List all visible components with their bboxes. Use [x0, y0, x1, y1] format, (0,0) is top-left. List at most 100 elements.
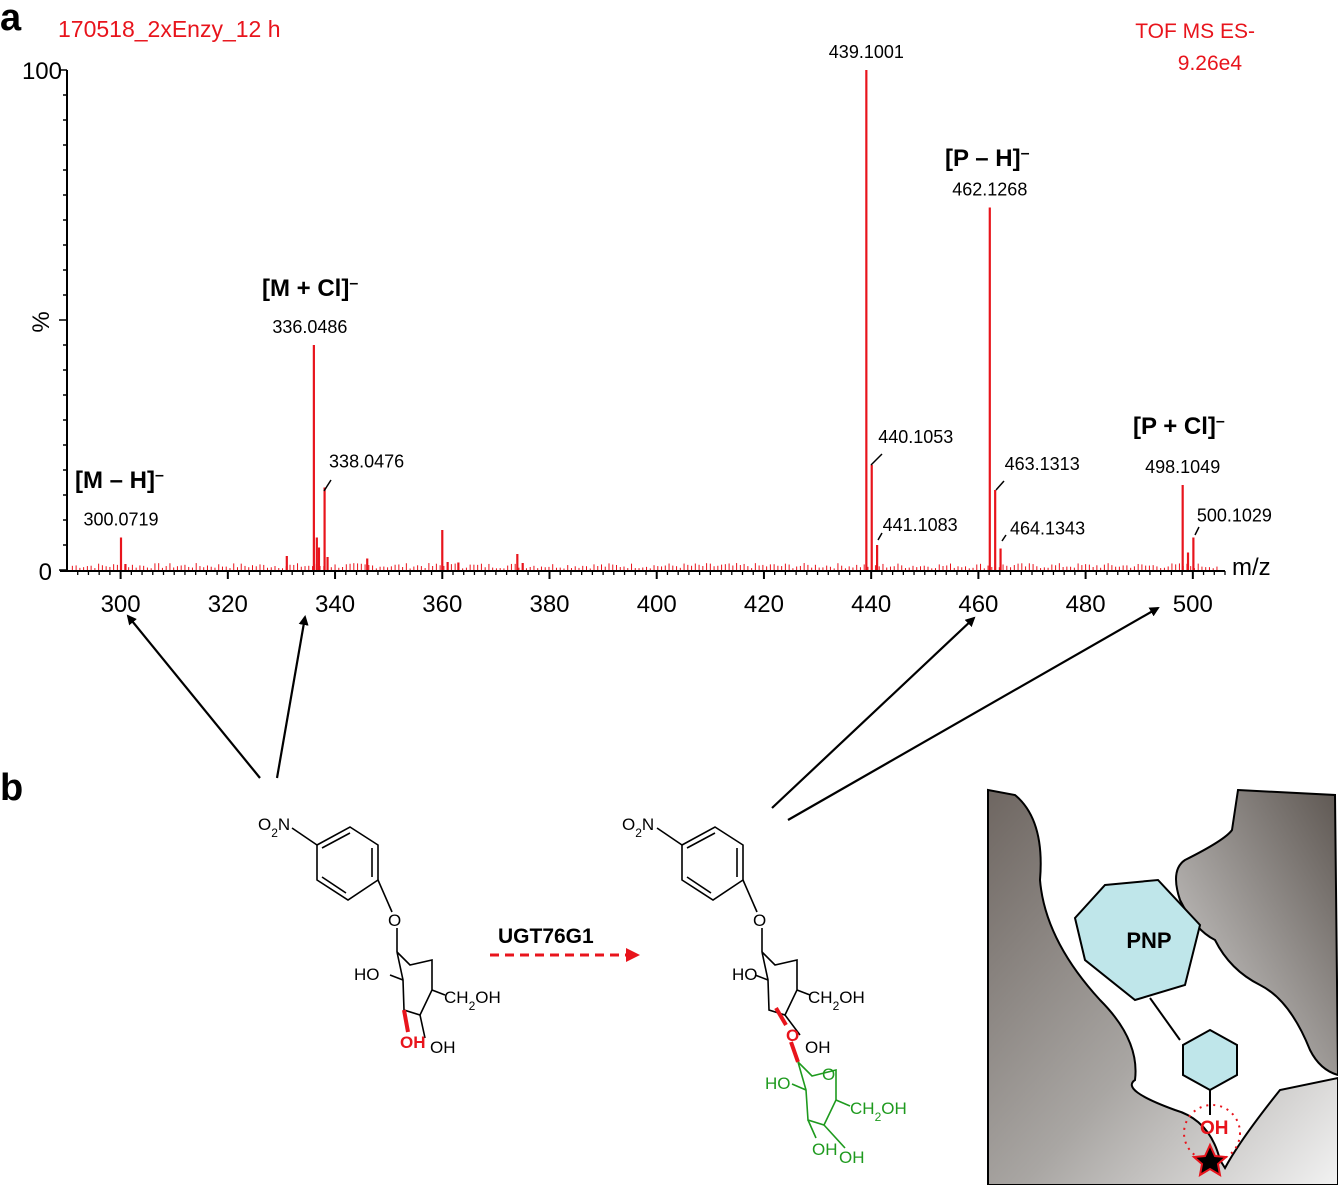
- mapping-arrows: [126, 607, 1160, 821]
- product-structure: [656, 826, 811, 1063]
- x-tick-label: 400: [637, 591, 677, 618]
- peak-label: 440.1053: [878, 427, 953, 447]
- substrate-sugar-ring: [396, 951, 433, 1016]
- product-benzene: [681, 826, 744, 901]
- leader-463: [995, 480, 1005, 491]
- glucose-ch2oh-label: CH2OH: [850, 1099, 907, 1124]
- peak-label: 498.1049: [1145, 457, 1220, 477]
- glucose-structure: [791, 1061, 851, 1149]
- sample-title: 170518_2xEnzy_12 h: [58, 16, 281, 42]
- substrate-double-bond: [321, 832, 351, 849]
- glucose-oh2-label: OH: [839, 1148, 865, 1167]
- glucose-oh1-bond: [807, 1119, 817, 1139]
- leader-441: [877, 532, 883, 541]
- product-ho-bond: [754, 974, 769, 981]
- product-oh-label: OH: [805, 1038, 831, 1057]
- glucose-o-label: O: [822, 1065, 835, 1084]
- product-oh-bond: [784, 1014, 801, 1036]
- substrate-ch2oh-bond: [431, 989, 446, 996]
- product-ch2oh-label: CH2OH: [808, 988, 865, 1013]
- x-tick-label: 300: [101, 591, 141, 618]
- y-axis-label: %: [28, 311, 55, 332]
- arrow-to-300: [126, 614, 261, 779]
- peak-label: 300.0719: [83, 510, 158, 530]
- peak-label: 500.1029: [1197, 506, 1272, 526]
- arrow-to-336: [275, 615, 309, 779]
- substrate-oh-red-label: OH: [400, 1033, 426, 1052]
- substrate-double-bond: [321, 876, 347, 894]
- x-tick-label: 500: [1173, 591, 1213, 618]
- pocket-oh-label: OH: [1200, 1118, 1229, 1139]
- substrate-ho-label: HO: [354, 965, 380, 984]
- label-leaders: [323, 453, 1200, 542]
- x-tick-label: 460: [958, 591, 998, 618]
- star-icon: [1191, 1142, 1229, 1177]
- x-tick-label: 360: [422, 591, 462, 618]
- arrow-to-462: [771, 616, 976, 809]
- substrate-no2-bond: [291, 827, 318, 846]
- x-tick-label: 420: [744, 591, 784, 618]
- chart-axes: 300 320 340 360 380 400 420 440 460 480 500: [59, 69, 1226, 618]
- enzyme-label: UGT76G1: [498, 925, 594, 948]
- x-tick-label: 440: [851, 591, 891, 618]
- product-double-bond: [686, 876, 712, 894]
- y-tick-100: 100: [22, 58, 62, 85]
- product-no2-label: O2N: [622, 815, 654, 840]
- substrate-ch2oh-label: CH2OH: [444, 988, 501, 1013]
- binding-pocket: [987, 788, 1338, 1185]
- leader-500: [1194, 526, 1200, 536]
- x-tick-label: 320: [208, 591, 248, 618]
- substrate-benzene: [316, 826, 379, 901]
- substrate-o-label: O: [388, 911, 401, 930]
- pnp-ligand: [1073, 878, 1202, 1002]
- x-tick-label: 480: [1066, 591, 1106, 618]
- pocket-wall-left: [987, 788, 1338, 1185]
- product-o-bond: [742, 879, 758, 913]
- x-ticks: 300 320 340 360 380 400 420 440 460 480 500: [77, 571, 1226, 618]
- product-ch2oh-bond: [796, 989, 811, 996]
- substrate-oh-red-bond: [402, 1009, 410, 1033]
- substrate-ho-bond: [389, 974, 404, 981]
- product-glycosidic-bond: [789, 1041, 800, 1063]
- substrate-no2-label: O2N: [258, 815, 290, 840]
- panel-a-letter: a: [0, 0, 22, 39]
- y-minor-ticks: [59, 69, 67, 571]
- arrow-to-498: [787, 607, 1160, 821]
- substrate-o-bond: [377, 879, 393, 913]
- panel-b-letter: b: [0, 767, 23, 809]
- leader-464: [1001, 534, 1007, 542]
- glucose-ho-label: HO: [765, 1074, 791, 1093]
- x-tick-label: 380: [529, 591, 569, 618]
- peak-label: 464.1343: [1010, 519, 1085, 539]
- pocket-hexagon: [1182, 1028, 1238, 1092]
- product-o-label: O: [753, 911, 766, 930]
- substrate-oh-label: OH: [430, 1038, 456, 1057]
- peak-label: 441.1083: [883, 515, 958, 535]
- glucose-ho-bond: [791, 1083, 807, 1091]
- peak-label: 336.0486: [272, 317, 347, 337]
- pocket-wall-right: [1175, 788, 1338, 1077]
- glucose-ring: [797, 1061, 837, 1126]
- intensity-scale: 9.26e4: [1178, 52, 1243, 75]
- substrate-structure: [291, 826, 446, 1039]
- ion-label-p-cl: [P + Cl]–: [1133, 413, 1225, 441]
- product-ho-label: HO: [732, 965, 758, 984]
- glucose-ch2oh-bond: [835, 1099, 851, 1107]
- ion-label-m-cl: [M + Cl]–: [262, 275, 358, 303]
- product-sugar-ring: [761, 951, 798, 1016]
- spectrum-baseline: [71, 563, 1218, 570]
- peak-labels: 300.0719 336.0486 338.0476 439.1001 440.1053…: [83, 42, 1271, 539]
- peak-label: 463.1313: [1005, 454, 1080, 474]
- pnp-label: PNP: [1126, 928, 1171, 953]
- y-tick-0: 0: [39, 559, 52, 586]
- ion-label-m-h: [M – H]–: [75, 467, 164, 495]
- x-axis-label: m/z: [1232, 554, 1271, 581]
- product-no2-bond: [656, 827, 683, 846]
- x-tick-label: 340: [315, 591, 355, 618]
- pnp-linker: [1149, 997, 1181, 1041]
- product-double-bond: [686, 832, 716, 849]
- product-o-red-label: O: [786, 1026, 799, 1045]
- peak-label: 462.1268: [952, 180, 1027, 200]
- leader-338: [323, 479, 332, 492]
